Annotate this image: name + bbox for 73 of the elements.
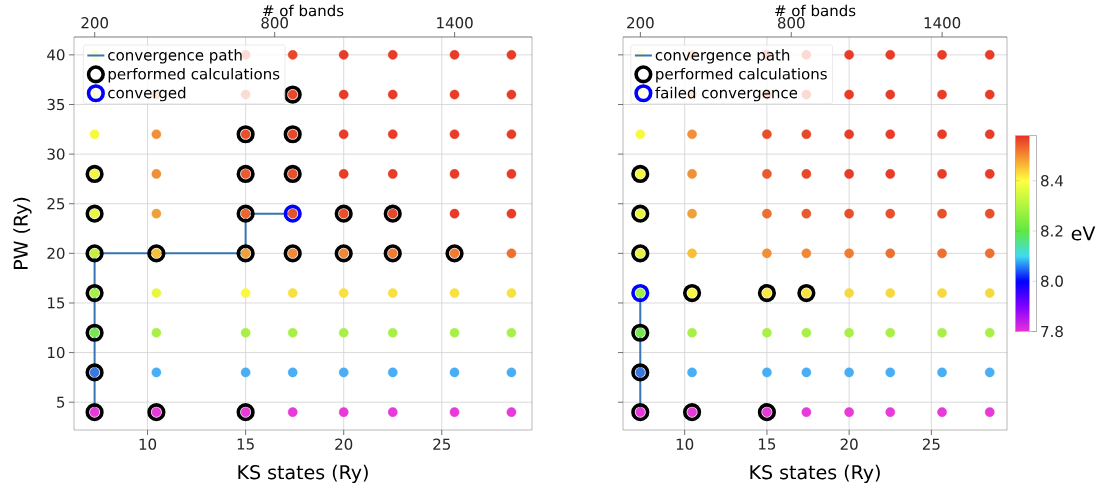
legend-label: convergence path	[108, 49, 242, 64]
point	[797, 283, 816, 303]
x-tick-label: 15	[237, 438, 254, 450]
color-bar-label: 8.0	[1041, 275, 1063, 287]
y-axis-title: PW (Ry)	[13, 197, 32, 269]
point	[631, 403, 650, 422]
y-tick-label: 40	[47, 49, 65, 61]
point	[383, 204, 402, 223]
point	[85, 283, 104, 303]
point	[85, 403, 104, 422]
point	[682, 403, 702, 422]
x2-tick-label: 1400	[924, 17, 961, 29]
x-tick-label: 20	[335, 438, 353, 450]
point	[85, 164, 104, 184]
point	[236, 403, 255, 422]
color-bar-label: 8.4	[1041, 175, 1064, 187]
x-axis-title: KS states (Ry)	[750, 464, 880, 484]
x-axis-title: KS states (Ry)	[238, 464, 368, 484]
point	[236, 204, 255, 223]
color-bar-title: eV	[1071, 226, 1096, 241]
point	[283, 125, 302, 144]
y-tick-label: 15	[48, 297, 65, 309]
point	[757, 283, 777, 303]
point	[236, 164, 255, 184]
y-tick-label: 25	[47, 198, 65, 210]
point	[283, 244, 302, 263]
x2-tick-label: 800	[777, 17, 805, 29]
point	[147, 244, 166, 263]
point	[85, 363, 104, 382]
point	[334, 244, 353, 263]
point	[631, 164, 650, 184]
x2-tick-label: 800	[261, 17, 288, 29]
point	[757, 403, 777, 422]
point	[236, 244, 255, 263]
x-tick-label: 25	[433, 438, 451, 450]
x2-tick-label: 200	[81, 17, 109, 29]
point	[383, 244, 402, 263]
y-tick-label: 30	[47, 148, 65, 160]
y-tick-label: 5	[57, 396, 65, 408]
legend-label: convergence path	[655, 49, 790, 64]
point	[236, 125, 255, 144]
x-tick-label: 25	[922, 438, 940, 450]
y-tick-label: 20	[47, 247, 65, 260]
point	[631, 363, 650, 382]
point	[631, 323, 650, 342]
y-tick-label: 10	[48, 346, 65, 359]
y-tick-label: 35	[47, 98, 65, 111]
point	[682, 283, 702, 303]
point	[631, 204, 650, 223]
x-tick-label: 20	[840, 438, 858, 450]
x-tick-label: 10	[676, 438, 694, 450]
x2-axis-title: # of bands	[775, 4, 856, 17]
point	[631, 283, 650, 303]
point	[85, 323, 104, 342]
point	[631, 244, 650, 263]
x2-tick-label: 1400	[437, 17, 473, 29]
point	[283, 164, 302, 184]
x-tick-label: 10	[139, 438, 157, 450]
legend-label: failed convergence	[655, 86, 798, 102]
point	[147, 403, 166, 422]
color-bar-label: 8.2	[1041, 225, 1063, 237]
point	[445, 244, 464, 263]
x-tick-label: 15	[759, 438, 776, 450]
color-bar-label: 7.8	[1041, 325, 1063, 338]
legend-label: performed calculations	[656, 67, 827, 83]
legend-label: performed calculations	[108, 67, 280, 83]
point	[85, 244, 104, 263]
legend-label: converged	[108, 86, 186, 102]
x2-axis-title: # of bands	[263, 4, 344, 17]
point	[334, 204, 353, 223]
point	[283, 204, 302, 223]
x2-tick-label: 200	[627, 17, 654, 29]
point	[85, 204, 104, 223]
